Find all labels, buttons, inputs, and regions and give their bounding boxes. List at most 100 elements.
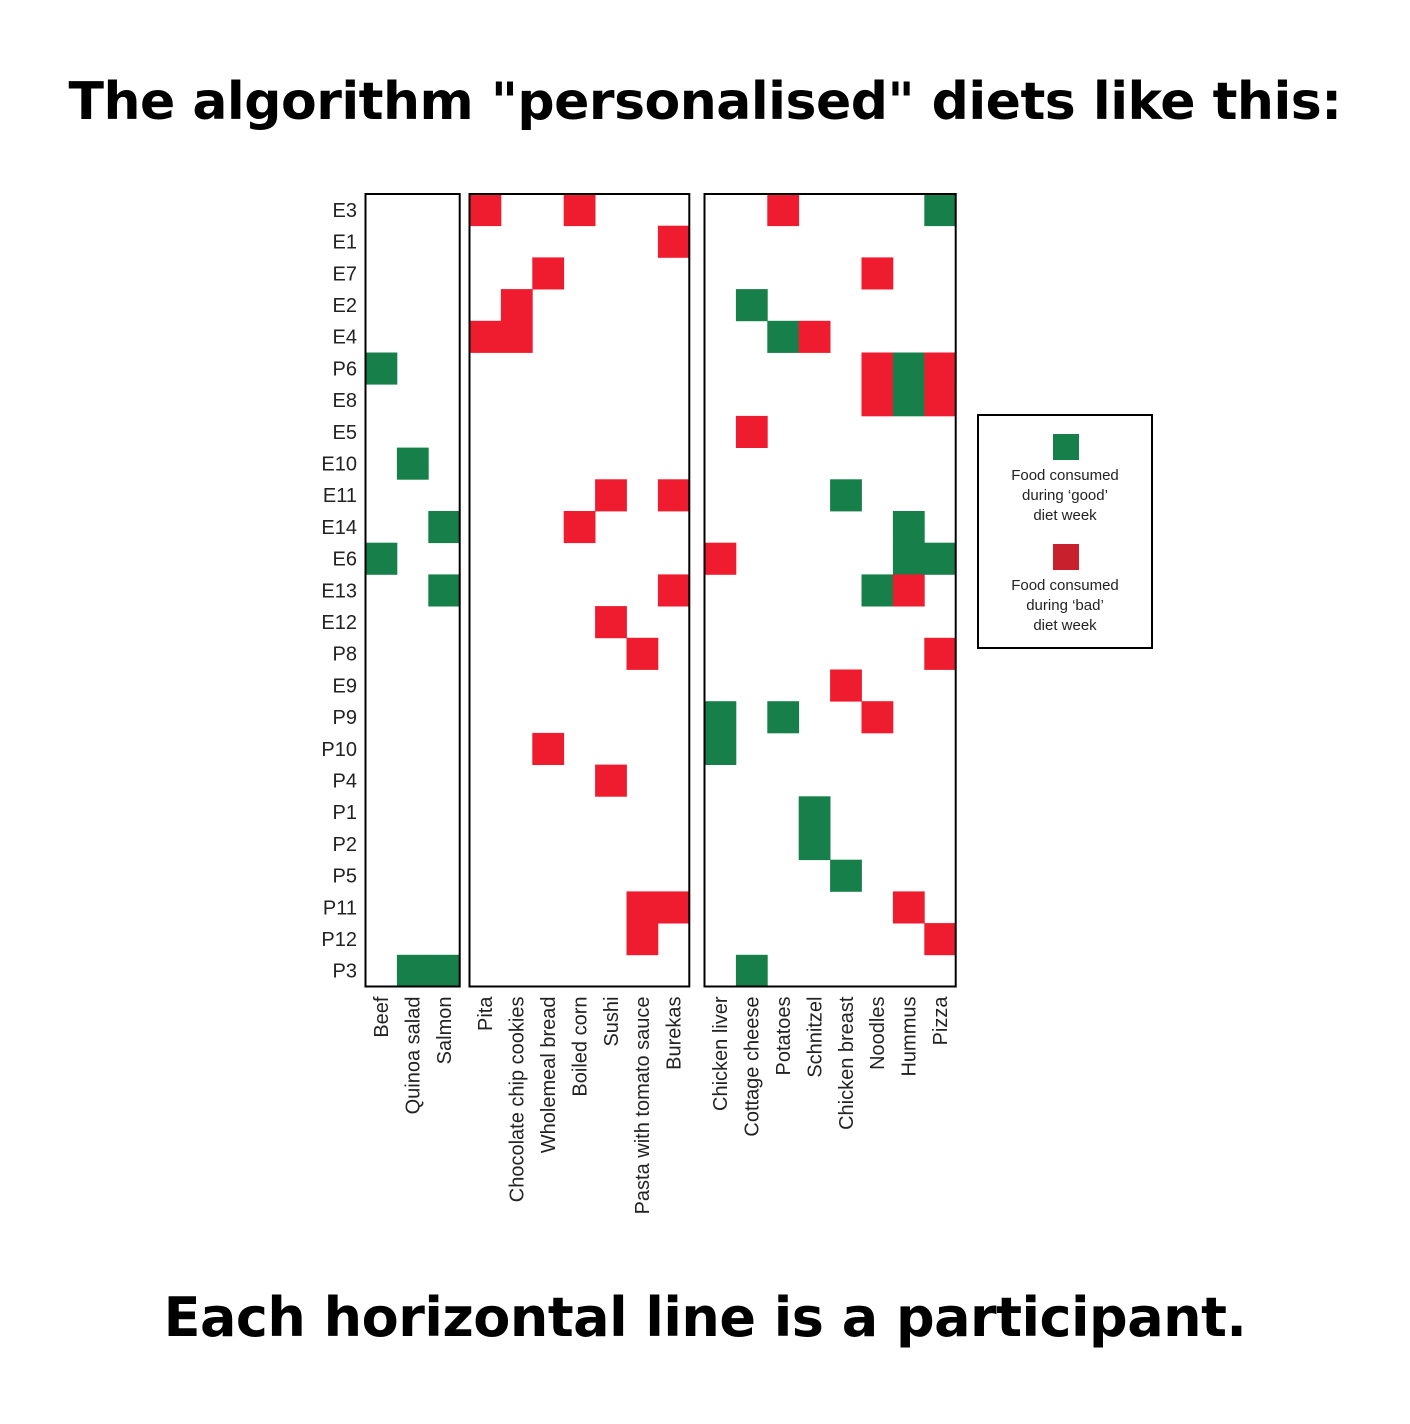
heatmap-panel-frame — [468, 193, 691, 988]
col-label-pita: Pita — [475, 996, 497, 1031]
row-label-e1: E1 — [333, 232, 357, 254]
heatmap-cell-e14-good — [892, 511, 925, 544]
row-label-e4: E4 — [333, 327, 357, 349]
row-label-e10: E10 — [321, 454, 357, 476]
heatmap-cell-e6-good — [365, 542, 398, 575]
legend-bad-line1: Food consumed — [1011, 577, 1119, 594]
heatmap-cell-p11-bad — [657, 891, 690, 924]
row-label-e5: E5 — [333, 422, 357, 444]
heatmap-cell-e10-good — [396, 447, 429, 480]
heatmap-cell-p8-bad — [924, 637, 957, 670]
heatmap-cell-e1-bad — [657, 225, 690, 258]
row-label-e6: E6 — [333, 549, 357, 571]
heatmap-cell-e11-bad — [657, 479, 690, 512]
heatmap-cell-e12-bad — [595, 606, 627, 639]
heatmap-cell-e5-bad — [735, 415, 768, 448]
row-label-p8: P8 — [333, 644, 357, 666]
col-label-pasta-with-tomato-sauce: Pasta with tomato sauce — [632, 997, 654, 1215]
row-label-e9: E9 — [333, 675, 357, 697]
col-label-schnitzel: Schnitzel — [804, 997, 826, 1078]
col-label-pizza: Pizza — [930, 996, 952, 1046]
caption: Each horizontal line is a participant. — [163, 1286, 1247, 1349]
legend-good-swatch — [1053, 434, 1079, 460]
heatmap-cell-p5-good — [830, 859, 862, 892]
row-label-p3: P3 — [333, 961, 357, 983]
heatmap-cell-e2-bad — [500, 289, 533, 322]
heatmap-cell-p2-good — [798, 828, 831, 861]
row-label-e14: E14 — [321, 517, 357, 539]
heatmap-cell-e4-good — [767, 320, 800, 353]
page-title: The algorithm "personalised" diets like … — [68, 72, 1342, 132]
row-label-p2: P2 — [333, 834, 357, 856]
heatmap-cell-e3-bad — [469, 194, 502, 227]
col-label-chicken-liver: Chicken liver — [710, 996, 732, 1111]
heatmap-cell-p6-good — [365, 352, 398, 385]
row-label-p1: P1 — [333, 802, 357, 824]
legend-bad-line2: during ‘bad’ — [1026, 597, 1104, 614]
heatmap-cell-p12-bad — [626, 923, 659, 956]
col-label-wholemeal-bread: Wholemeal bread — [538, 997, 560, 1154]
legend-good-label: Food consumed during ‘good’ diet week — [979, 466, 1151, 526]
heatmap-cell-p9-good — [767, 701, 800, 734]
legend-good-line3: diet week — [1033, 507, 1097, 524]
heatmap-cell-e13-good — [861, 574, 894, 607]
heatmap-cell-e14-bad — [563, 511, 596, 544]
heatmap-cell-e7-bad — [532, 257, 565, 290]
heatmap-cell-p6-good — [892, 352, 925, 385]
row-label-e12: E12 — [321, 612, 357, 634]
row-label-e3: E3 — [333, 200, 357, 222]
col-label-sushi: Sushi — [601, 997, 623, 1047]
row-label-p6: P6 — [333, 358, 357, 380]
heatmap-cell-e13-good — [428, 574, 461, 607]
row-label-e2: E2 — [333, 295, 357, 317]
heatmap-cell-p3-good — [735, 954, 768, 987]
heatmap-cell-p10-good — [704, 732, 737, 765]
row-label-e11: E11 — [323, 485, 357, 507]
heatmap-panel-frame — [703, 193, 957, 988]
col-label-burekas: Burekas — [664, 997, 686, 1070]
row-label-p4: P4 — [333, 771, 357, 793]
heatmap-cell-e9-bad — [830, 669, 862, 702]
row-label-p10: P10 — [321, 739, 357, 761]
col-label-cottage-cheese: Cottage cheese — [742, 997, 764, 1137]
heatmap-cell-p6-bad — [924, 352, 957, 385]
row-label-p12: P12 — [321, 929, 357, 951]
heatmap-cell-e3-good — [924, 194, 957, 227]
heatmap-panel-frame — [364, 193, 461, 988]
heatmap-cell-e11-good — [830, 479, 862, 512]
row-label-p11: P11 — [323, 897, 357, 919]
heatmap-cell-e13-bad — [892, 574, 925, 607]
col-label-potatoes: Potatoes — [773, 997, 795, 1076]
heatmap-cell-e8-bad — [924, 384, 957, 417]
col-label-hummus: Hummus — [899, 997, 921, 1077]
col-label-salmon: Salmon — [434, 997, 456, 1065]
row-label-e13: E13 — [321, 580, 357, 602]
heatmap-cell-e14-good — [428, 511, 461, 544]
heatmap-cell-e4-bad — [469, 320, 502, 353]
heatmap-cell-p4-bad — [595, 764, 627, 797]
row-label-p9: P9 — [333, 707, 357, 729]
heatmap-cell-e6-good — [924, 542, 957, 575]
heatmap-cell-p9-bad — [861, 701, 894, 734]
heatmap-cell-e6-good — [892, 542, 925, 575]
heatmap-cell-p9-good — [704, 701, 737, 734]
legend-bad-swatch — [1053, 544, 1079, 570]
col-label-beef: Beef — [371, 996, 393, 1038]
heatmap-cell-e4-bad — [500, 320, 533, 353]
col-label-chocolate-chip-cookies: Chocolate chip cookies — [507, 997, 529, 1203]
heatmap-cell-p8-bad — [626, 637, 659, 670]
legend-bad-label: Food consumed during ‘bad’ diet week — [979, 576, 1151, 636]
heatmap-cell-p12-bad — [924, 923, 957, 956]
heatmap-cell-p10-bad — [532, 732, 565, 765]
col-label-chicken-breast: Chicken breast — [836, 996, 858, 1130]
col-label-noodles: Noodles — [867, 997, 889, 1070]
heatmap-cell-p11-bad — [892, 891, 925, 924]
row-label-e7: E7 — [333, 263, 357, 285]
heatmap-cell-p6-bad — [861, 352, 894, 385]
heatmap-cell-p11-bad — [626, 891, 659, 924]
heatmap-cell-p1-good — [798, 796, 831, 829]
row-label-e8: E8 — [333, 390, 357, 412]
legend-bad-line3: diet week — [1033, 617, 1097, 634]
heatmap-cell-e6-bad — [704, 542, 737, 575]
